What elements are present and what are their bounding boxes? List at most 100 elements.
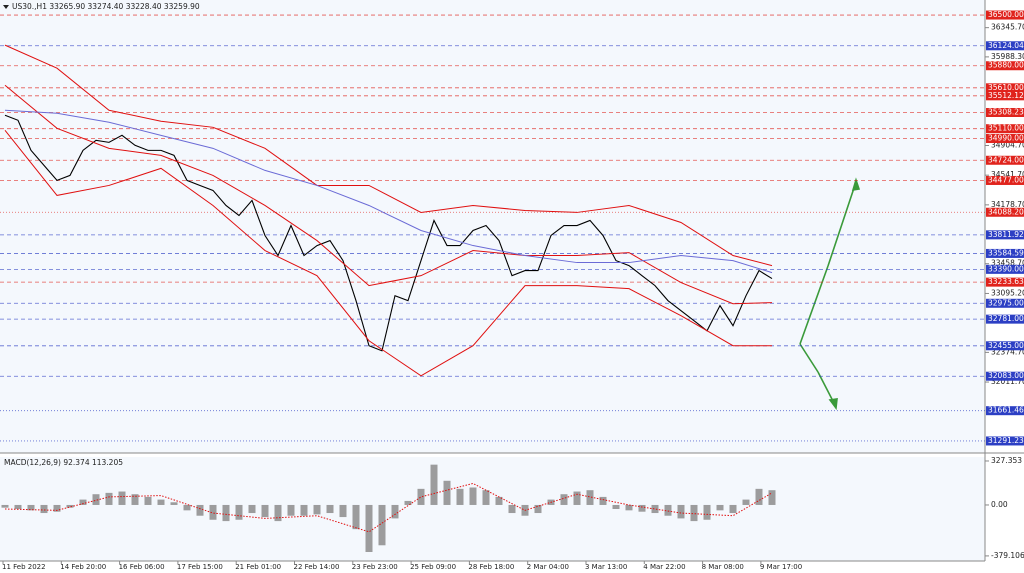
macd-bar bbox=[495, 496, 503, 505]
level-label-box bbox=[986, 371, 1024, 381]
macd-bar bbox=[170, 502, 178, 505]
level-label: 35308.23 bbox=[988, 107, 1024, 116]
projection-arrows bbox=[799, 177, 861, 411]
macd-bar bbox=[1, 504, 9, 508]
macd-bar bbox=[469, 487, 477, 505]
level-label-box bbox=[986, 124, 1024, 134]
level-label: 35512.12 bbox=[988, 91, 1024, 100]
macd-bar bbox=[40, 504, 48, 514]
menu-triangle bbox=[3, 5, 9, 9]
level-label-box bbox=[986, 61, 1024, 71]
y-tick-label: 33458.70 bbox=[991, 259, 1024, 268]
macd-bar bbox=[677, 504, 685, 519]
series-line bbox=[4, 109, 773, 274]
series-line bbox=[4, 44, 773, 267]
level-label-box bbox=[986, 314, 1024, 324]
macd-bar bbox=[105, 492, 113, 505]
level-label: 34724.00 bbox=[988, 155, 1024, 164]
macd-bar bbox=[352, 504, 360, 530]
macd-bar bbox=[404, 500, 412, 505]
macd-bar bbox=[430, 464, 438, 505]
y-tick-label: 34178.70 bbox=[991, 200, 1024, 209]
macd-title: MACD(12,26,9) 92.374 113.205 bbox=[4, 458, 123, 467]
level-label: 31661.46 bbox=[988, 406, 1024, 415]
macd-bar bbox=[456, 488, 464, 505]
x-tick-label: 16 Feb 06:00 bbox=[119, 563, 165, 571]
level-label-box bbox=[986, 406, 1024, 416]
macd-bar bbox=[560, 494, 568, 505]
macd-bar bbox=[144, 496, 152, 505]
macd-bar bbox=[287, 504, 295, 516]
macd-bar bbox=[274, 504, 282, 522]
level-label: 32455.00 bbox=[988, 341, 1024, 350]
level-label: 33390.00 bbox=[988, 264, 1024, 273]
macd-bar bbox=[599, 496, 607, 505]
macd-bar bbox=[118, 491, 126, 505]
macd-bar bbox=[209, 504, 217, 520]
level-label-box bbox=[986, 107, 1024, 117]
level-label-box bbox=[986, 277, 1024, 287]
macd-bar bbox=[768, 490, 776, 505]
macd-bar bbox=[586, 490, 594, 505]
macd-bar bbox=[664, 504, 672, 516]
y-tick-label: 33095.20 bbox=[991, 288, 1024, 297]
macd-panel bbox=[0, 457, 985, 561]
macd-bar bbox=[339, 504, 347, 518]
level-label-box bbox=[986, 207, 1024, 217]
macd-bar bbox=[222, 504, 230, 522]
x-tick-label: 21 Feb 01:00 bbox=[235, 563, 281, 571]
macd-bar bbox=[248, 504, 256, 514]
level-label: 32781.00 bbox=[988, 314, 1024, 323]
macd-bar bbox=[300, 504, 308, 516]
x-tick-label: 4 Mar 22:00 bbox=[643, 563, 685, 571]
macd-bar bbox=[326, 504, 334, 514]
macd-bar bbox=[638, 504, 646, 512]
level-label: 32975.00 bbox=[988, 298, 1024, 307]
level-label: 33811.92 bbox=[988, 230, 1024, 239]
macd-bar bbox=[482, 490, 490, 505]
macd-bar bbox=[573, 491, 581, 505]
series-line bbox=[4, 84, 773, 305]
main-panel bbox=[0, 0, 985, 453]
series-line bbox=[4, 129, 772, 377]
macd-bar bbox=[365, 504, 373, 552]
macd-bar bbox=[755, 488, 763, 505]
macd-bar bbox=[183, 504, 191, 511]
level-label-box bbox=[986, 436, 1024, 446]
level-label-box bbox=[986, 83, 1024, 93]
level-label-box bbox=[986, 175, 1024, 185]
macd-bar bbox=[443, 480, 451, 505]
level-label-box bbox=[986, 341, 1024, 351]
macd-bar bbox=[534, 504, 542, 514]
level-label-box bbox=[986, 155, 1024, 165]
macd-bar bbox=[313, 504, 321, 515]
level-label: 35110.00 bbox=[988, 124, 1024, 133]
level-label: 31291.23 bbox=[988, 436, 1024, 445]
level-label: 34477.00 bbox=[988, 175, 1024, 184]
macd-bar bbox=[612, 504, 620, 509]
macd-bar bbox=[625, 504, 633, 511]
macd-bar bbox=[196, 504, 204, 516]
level-label-box bbox=[986, 230, 1024, 240]
y-tick-label: 327.353 bbox=[991, 456, 1022, 465]
macd-bar bbox=[690, 504, 698, 522]
x-tick-label: 11 Feb 2022 bbox=[2, 563, 46, 571]
macd-bar bbox=[703, 504, 711, 520]
macd-bar bbox=[651, 504, 659, 514]
y-tick-label: 36345.70 bbox=[991, 23, 1024, 32]
macd-bar bbox=[66, 504, 74, 508]
macd-bar bbox=[508, 504, 516, 514]
level-label: 33233.63 bbox=[988, 277, 1024, 286]
macd-bar bbox=[27, 504, 35, 511]
level-label-box bbox=[986, 41, 1024, 51]
x-tick-label: 3 Mar 13:00 bbox=[585, 563, 627, 571]
y-tick-label: 35988.30 bbox=[991, 52, 1024, 61]
y-tick-label: 32374.70 bbox=[991, 347, 1024, 356]
series-line bbox=[4, 114, 773, 352]
x-tick-label: 17 Feb 15:00 bbox=[177, 563, 223, 571]
macd-bar bbox=[742, 499, 750, 505]
macd-bar bbox=[729, 504, 737, 514]
macd-bar bbox=[261, 504, 269, 518]
macd-bar bbox=[157, 499, 165, 505]
